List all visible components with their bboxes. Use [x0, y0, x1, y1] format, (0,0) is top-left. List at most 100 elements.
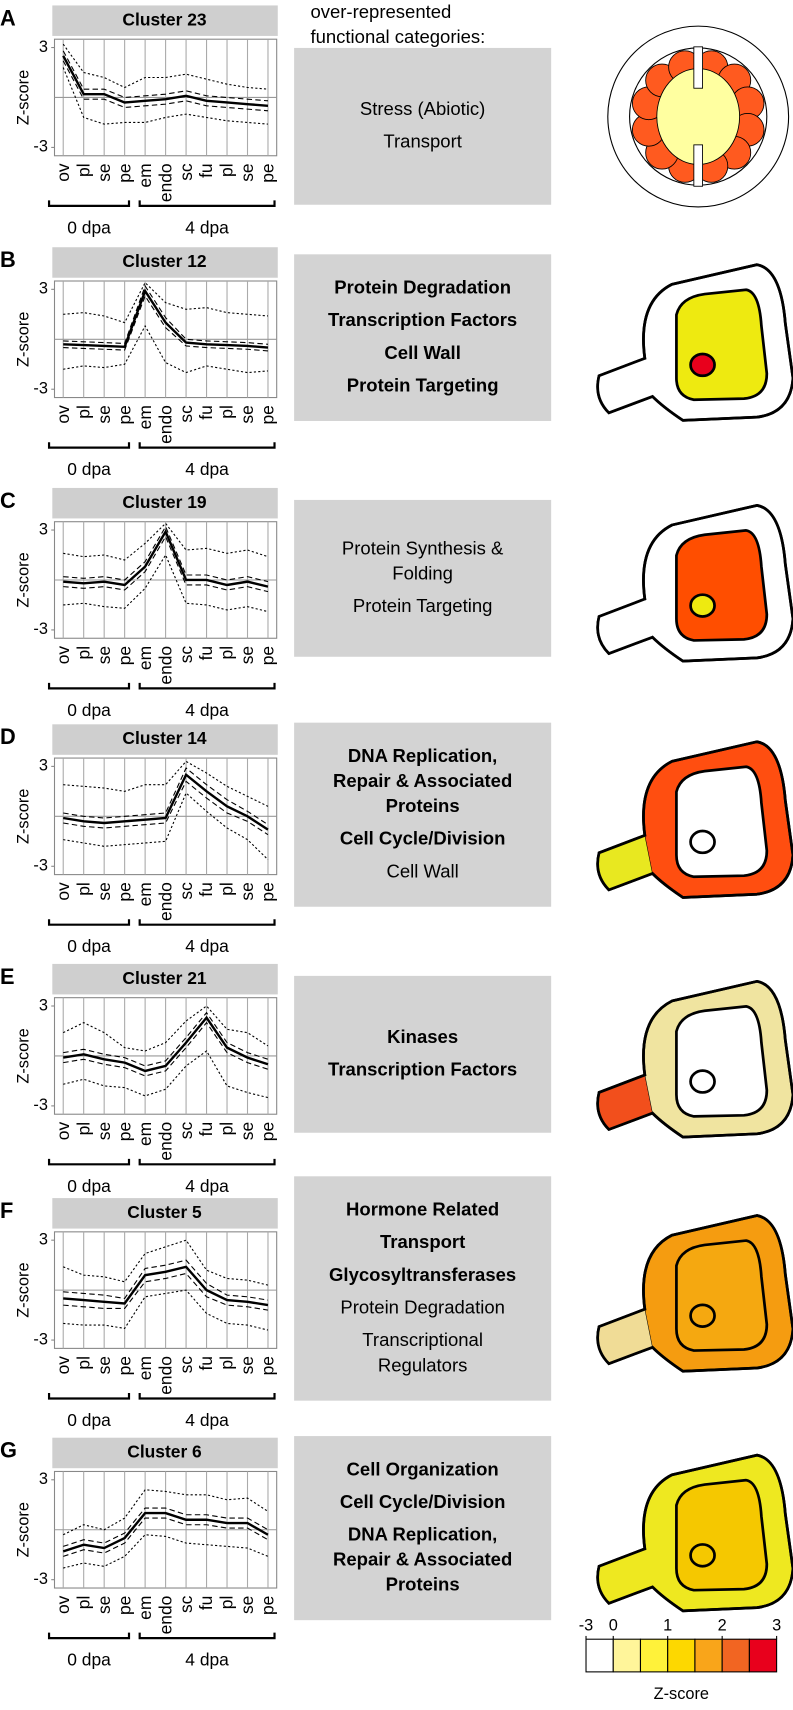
series-line [62, 67, 269, 125]
x-tick-label: se [237, 882, 257, 900]
x-tick-label: pl [217, 1596, 237, 1610]
colorbar-box [585, 1638, 614, 1673]
x-tick-label: endo [155, 882, 175, 921]
x-tick-label: pl [217, 1356, 237, 1370]
category-box [294, 722, 552, 907]
series-line [63, 1050, 269, 1099]
series-line [63, 1265, 269, 1307]
series-line [62, 43, 269, 90]
series-line [63, 767, 269, 826]
ovule-slit [693, 144, 703, 187]
seed-outline [596, 979, 793, 1139]
group-label: 4 dpa [185, 700, 229, 720]
title-bar [52, 963, 278, 995]
x-tick-label: se [94, 882, 114, 900]
x-tick-label: pl [73, 1596, 93, 1610]
functional-category: Transcription Factors [328, 309, 517, 330]
header-line: functional categories: [310, 26, 485, 47]
y-axis-label: Z-score [14, 552, 32, 607]
x-tick-label: endo [155, 1596, 175, 1635]
colorbar-box [694, 1638, 723, 1673]
x-tick-label: fu [196, 1122, 216, 1137]
title-bar [52, 247, 278, 278]
x-tick-label: fu [196, 1596, 216, 1611]
colorbar-box [667, 1638, 696, 1673]
series-line [63, 1289, 269, 1331]
colorbar-tick-label: 2 [718, 1616, 727, 1634]
group-bracket [138, 919, 276, 926]
functional-category: Protein Degradation [334, 277, 511, 298]
group-bracket [47, 200, 131, 207]
group-bracket [47, 1393, 131, 1400]
group-bracket [138, 442, 276, 449]
seed-outline [596, 503, 793, 663]
x-tick-label: pl [73, 646, 93, 660]
x-tick-label: pe [258, 1596, 278, 1615]
series-line [63, 294, 269, 352]
title-bar [52, 1198, 278, 1229]
y-axis-label: Z-score [14, 1262, 32, 1317]
y-tick-label: -3 [33, 1330, 48, 1348]
group-bracket [138, 682, 276, 690]
functional-category: Stress (Abiotic) [360, 98, 485, 119]
seed-diagram [596, 1214, 793, 1373]
y-tick-label: 3 [39, 280, 48, 298]
x-tick-label: pl [217, 882, 237, 896]
y-tick-label: 3 [39, 757, 48, 775]
series-line [62, 1489, 269, 1536]
seed-core [689, 829, 716, 855]
group-label: 0 dpa [67, 1410, 111, 1430]
x-tick-label: em [135, 1122, 155, 1146]
group-label: 0 dpa [67, 1176, 111, 1196]
x-tick-label: endo [155, 1356, 175, 1395]
functional-category: Protein Synthesis & [342, 537, 504, 558]
functional-category: Repair & Associated [333, 770, 512, 791]
x-tick-label: ov [53, 1595, 73, 1614]
x-tick-label: em [135, 882, 155, 906]
x-tick-label: se [237, 646, 257, 664]
x-tick-label: pe [114, 1356, 134, 1375]
title-bar [52, 1437, 278, 1469]
group-label: 4 dpa [185, 1410, 229, 1430]
x-tick-label: endo [155, 163, 175, 202]
x-tick-label: sc [176, 405, 196, 423]
series-line [63, 529, 269, 588]
functional-category: Protein Degradation [340, 1297, 505, 1318]
y-tick-label: -3 [33, 380, 48, 398]
functional-category: Proteins [386, 1574, 460, 1595]
x-tick-label: pe [114, 405, 134, 424]
series-line [62, 60, 269, 112]
seed-inner [675, 765, 769, 879]
x-tick-label: se [94, 405, 114, 423]
group-bracket [47, 919, 131, 926]
series-line [63, 535, 269, 593]
group-label: 4 dpa [185, 1176, 229, 1196]
category-box [294, 254, 552, 421]
group-bracket [47, 1632, 131, 1640]
panel-letter: G [0, 1438, 17, 1463]
group-label: 4 dpa [185, 936, 229, 956]
seed-inner [675, 1478, 769, 1592]
group-bracket [47, 442, 131, 449]
x-tick-label: se [237, 1596, 257, 1614]
category-box [294, 975, 552, 1133]
group-bracket [138, 1393, 276, 1400]
functional-category: Cell Cycle/Division [340, 828, 506, 849]
functional-category: Cell Cycle/Division [340, 1491, 506, 1512]
y-axis-label: Z-score [14, 1028, 32, 1083]
functional-category: Regulators [378, 1354, 467, 1375]
functional-category: Cell Wall [386, 860, 458, 881]
x-tick-label: pl [217, 646, 237, 660]
group-label: 4 dpa [185, 217, 229, 237]
series-line [63, 1015, 269, 1073]
series-line [63, 1021, 269, 1077]
colorbar-tick-label: -3 [579, 1616, 594, 1634]
x-tick-label: se [94, 1356, 114, 1374]
colorbar-box [721, 1638, 750, 1673]
functional-category: Transcription Factors [328, 1059, 517, 1080]
x-tick-label: fu [196, 1356, 216, 1371]
x-tick-label: pl [217, 163, 237, 177]
x-tick-label: pe [258, 646, 278, 665]
